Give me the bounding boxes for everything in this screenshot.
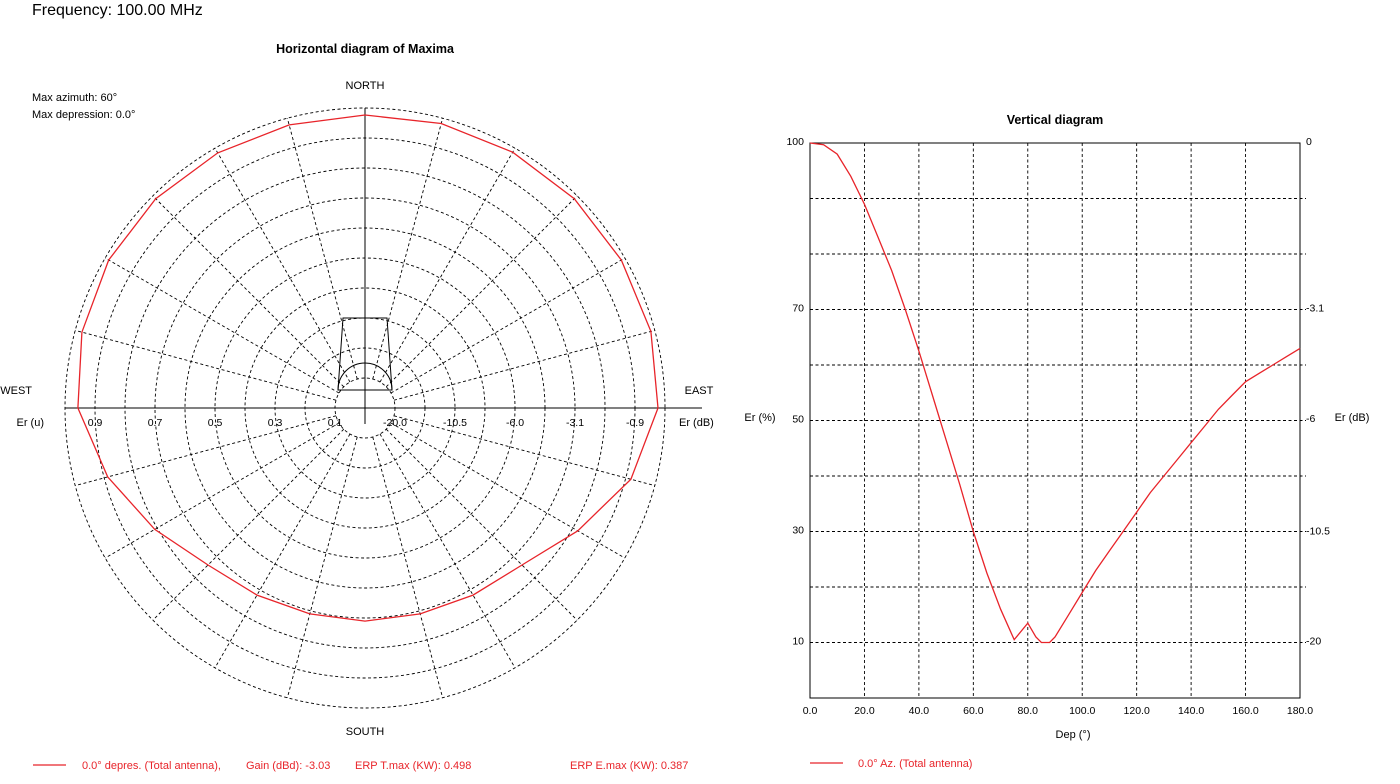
right-tick-label: -6 (1306, 413, 1315, 425)
horizontal-right-unit: Er (dB) (679, 417, 714, 429)
polar-spoke (214, 433, 351, 669)
horizontal-grid (64, 107, 702, 709)
left-tick-label: 0.9 (88, 417, 103, 429)
left-tick-label: 0.5 (208, 417, 223, 429)
polar-spoke (390, 257, 626, 394)
left-tick-label: 0.3 (268, 417, 283, 429)
right-tick-label: 0 (1306, 136, 1312, 148)
erp-t-label: ERP T.max (KW): 0.498 (355, 760, 471, 772)
left-tick-label: 0.1 (328, 417, 343, 429)
polar-spoke (152, 195, 345, 388)
right-tick-label: -20.0 (383, 417, 407, 429)
vertical-x-label: Dep (°) (1056, 729, 1091, 741)
left-tick-label: 100 (786, 136, 804, 148)
x-tick-label: 120.0 (1124, 705, 1150, 717)
x-tick-label: 60.0 (963, 705, 984, 717)
x-tick-label: 20.0 (854, 705, 875, 717)
polar-spoke (104, 422, 340, 559)
polar-spoke (385, 195, 578, 388)
vertical-pattern-line (809, 142, 1301, 644)
right-tick-label: -6.0 (506, 417, 524, 429)
x-tick-label: 180.0 (1287, 705, 1313, 717)
polar-spoke (104, 257, 340, 394)
south-label: SOUTH (346, 726, 385, 738)
right-tick-label: -3.1 (1306, 303, 1324, 315)
erp-e-label: ERP E.max (KW): 0.387 (570, 760, 688, 772)
vertical-title: Vertical diagram (1007, 113, 1104, 127)
gain-label: Gain (dBd): -3.03 (246, 760, 330, 772)
polar-spoke (385, 428, 578, 621)
center-arc (337, 362, 393, 391)
vertical-y-label: Er (%) (744, 412, 775, 424)
vertical-right-label: Er (dB) (1335, 412, 1370, 424)
left-tick-label: 30 (792, 525, 804, 537)
left-tick-label: 50 (792, 414, 804, 426)
vertical-tick-labels: 0.0 20.0 40.0 60.0 80.0 100.0 120.0 140.0 160.0 1… (786, 136, 1330, 717)
x-tick-label: 100.0 (1069, 705, 1095, 717)
polar-spoke (75, 329, 337, 401)
max-azimuth-label: Max azimuth: 60° (32, 92, 117, 104)
right-tick-label: -10.5 (1306, 525, 1330, 537)
polar-spoke (152, 428, 345, 621)
west-label: WEST (0, 385, 32, 397)
vertical-series (809, 142, 1301, 644)
polar-spoke (379, 433, 516, 669)
max-depression-label: Max depression: 0.0° (32, 109, 135, 121)
polar-spoke (379, 147, 516, 383)
horizontal-tick-labels: 0.9 0.7 0.5 0.3 0.1 -20.0 -10.5 -6.0 -3.1 -0.9 (88, 417, 645, 429)
right-tick-label: -0.9 (626, 417, 644, 429)
frequency-label: Frequency: 100.00 MHz (32, 2, 203, 19)
polar-spoke (372, 118, 444, 380)
right-tick-label: -10.5 (443, 417, 467, 429)
x-tick-label: 160.0 (1232, 705, 1258, 717)
x-tick-label: 40.0 (909, 705, 930, 717)
x-tick-label: 80.0 (1018, 705, 1039, 717)
horizontal-legend-label: 0.0° depres. (Total antenna), (82, 760, 221, 772)
left-tick-label: 0.7 (148, 417, 163, 429)
polar-spoke (372, 436, 444, 698)
polar-spoke (286, 118, 358, 380)
x-tick-label: 140.0 (1178, 705, 1204, 717)
horizontal-left-unit: Er (u) (17, 417, 45, 429)
right-tick-label: -3.1 (566, 417, 584, 429)
polar-spoke (75, 415, 337, 487)
horizontal-pattern-line (77, 114, 659, 622)
vertical-legend-label: 0.0° Az. (Total antenna) (858, 758, 972, 770)
left-tick-label: 70 (792, 303, 804, 315)
horizontal-title: Horizontal diagram of Maxima (276, 42, 455, 56)
east-label: EAST (685, 385, 714, 397)
horizontal-series (77, 114, 659, 622)
left-tick-label: 10 (792, 636, 804, 648)
right-tick-label: -20 (1306, 636, 1321, 648)
x-tick-label: 0.0 (803, 705, 818, 717)
horizontal-labels: Horizontal diagram of Maxima Max azimuth… (0, 42, 714, 738)
polar-spoke (393, 329, 655, 401)
north-label: NORTH (346, 80, 385, 92)
polar-spoke (286, 436, 358, 698)
polar-spoke (214, 147, 351, 383)
polar-spoke (390, 422, 626, 559)
vertical-grid (809, 142, 1306, 699)
polar-spoke (393, 415, 655, 487)
